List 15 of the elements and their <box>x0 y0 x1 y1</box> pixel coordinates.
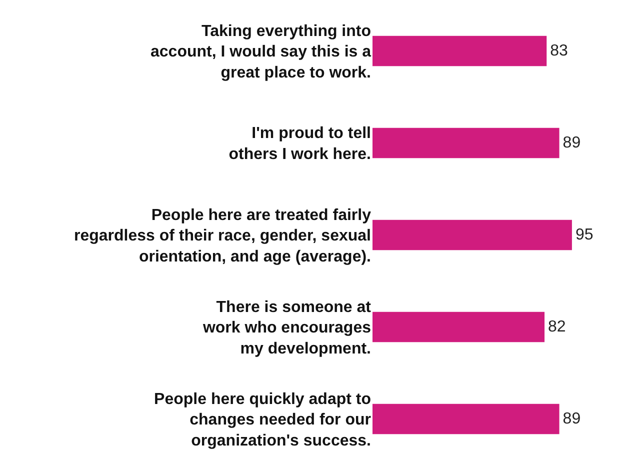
bar <box>372 126 560 160</box>
y-tick-label: People here are treated fairly regardless of their race, gender, sexual orientation, and age (average). <box>74 206 372 266</box>
data-label: 89 <box>562 134 581 152</box>
data-label: 83 <box>550 42 568 60</box>
data-label: 95 <box>575 226 594 244</box>
bar <box>372 310 546 344</box>
bar <box>372 218 573 252</box>
bar <box>372 402 560 436</box>
data-label: 82 <box>548 318 566 336</box>
bar <box>372 34 548 68</box>
y-tick-label: People here quickly adapt to changes needed for our organization's success. <box>154 390 372 450</box>
data-label: 89 <box>562 410 581 428</box>
y-tick-label: I'm proud to tell others I work here. <box>228 125 371 163</box>
y-tick-label: Taking everything into account, I would say this is a great place to work. <box>150 22 372 82</box>
y-tick-label: There is someone at work who encourages my development. <box>202 298 372 358</box>
